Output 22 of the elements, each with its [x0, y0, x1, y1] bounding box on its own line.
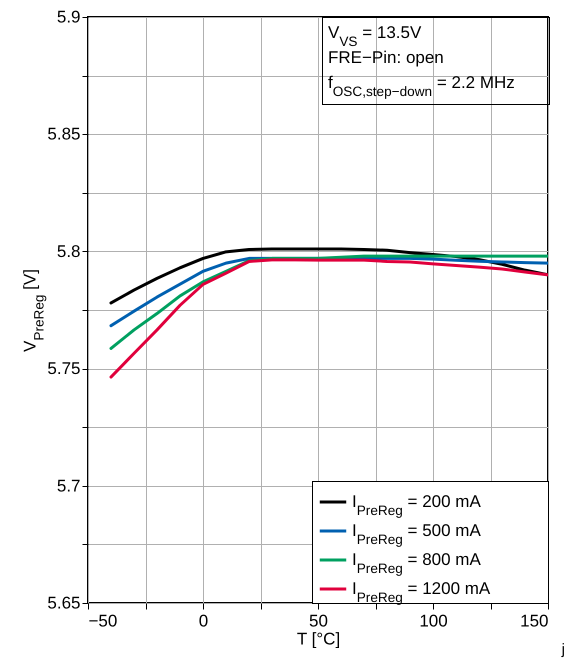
x-tick-label: 50: [309, 612, 328, 630]
y-tick-label: 5.75: [47, 359, 80, 378]
y-tick-label: 5.85: [47, 124, 80, 144]
x-axis-title: T [°C]: [296, 630, 340, 648]
legend-label: I$_{PreReg}$ = 500 mA: [352, 521, 482, 546]
text: j: [562, 641, 565, 658]
legend-label: I$_{PreReg}$ = 200 mA: [352, 492, 482, 518]
y-tick-label: 5.7: [56, 476, 80, 496]
y-tick-label: 5.8: [56, 242, 80, 261]
x-tick-label: 100: [419, 612, 448, 630]
annotation: V$_{VS}$ = 13.5V: [328, 23, 422, 48]
line-series: [110, 258, 548, 379]
annotation: FRE−Pin: open: [328, 48, 444, 67]
y-tick-label: 5.65: [47, 594, 80, 612]
line-series: [110, 254, 548, 350]
legend-label: I$_{PreReg}$ = 1200 mA: [352, 579, 491, 604]
x-tick-label: −50: [88, 612, 118, 630]
y-tick-label: 5.9: [56, 8, 80, 26]
x-tick-label: 0: [198, 612, 208, 630]
legend-label: I$_{PreReg}$ = 800 mA: [352, 550, 482, 576]
annotation: f$_{OSC,step−down}$ = 2.2 MHz: [328, 73, 515, 98]
x-tick-label: 150: [520, 612, 548, 630]
